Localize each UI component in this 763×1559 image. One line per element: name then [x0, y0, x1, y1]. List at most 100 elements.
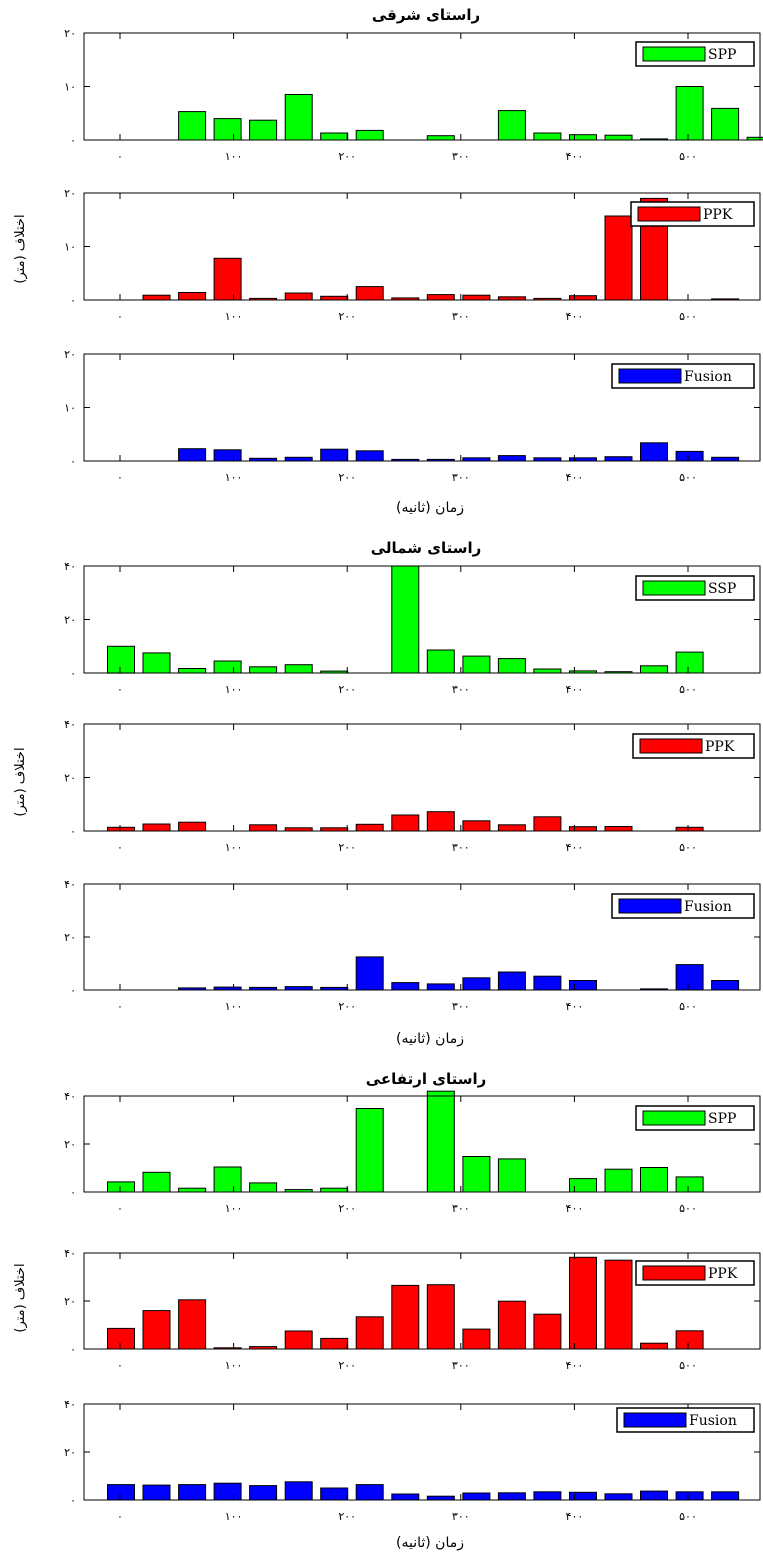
bar: [426, 1090, 455, 1193]
x-tick-label: ۱۰۰: [225, 471, 243, 484]
bar: [604, 215, 633, 301]
bar: [391, 565, 420, 674]
x-tick-label: ۱۰۰: [225, 150, 243, 163]
bar: [604, 1168, 633, 1193]
bar: [462, 820, 491, 832]
x-tick-label: ۰: [117, 1359, 123, 1372]
legend-label: SPP: [708, 1111, 736, 1127]
x-tick-label: ۴۰۰: [566, 841, 584, 854]
bar: [142, 652, 171, 674]
x-tick-label: ۴۰۰: [566, 1202, 584, 1215]
y-tick-label: ۲۰: [64, 187, 76, 200]
legend-swatch: [642, 1265, 706, 1281]
bar: [497, 658, 526, 674]
x-tick-label: ۰: [117, 310, 123, 323]
bar: [711, 107, 740, 141]
x-tick-label: ۵۰۰: [679, 1000, 697, 1013]
bar: [426, 135, 455, 141]
bar: [533, 1491, 562, 1501]
bar: [320, 1187, 349, 1193]
bar: [142, 1171, 171, 1193]
bar: [426, 983, 455, 991]
y-tick-label: ۲۰: [64, 1138, 76, 1151]
legend: PPK: [635, 1260, 755, 1286]
legend-label: Fusion: [684, 369, 732, 385]
bar: [142, 1310, 171, 1350]
x-tick-label: ۳۰۰: [452, 683, 470, 696]
bar: [569, 980, 597, 991]
bar: [284, 664, 313, 674]
y-tick-label: ۲۰: [64, 348, 76, 361]
bar: [249, 824, 278, 832]
bar: [426, 294, 455, 301]
bar: [711, 1491, 740, 1501]
x-tick-label: ۴۰۰: [566, 150, 584, 163]
y-tick-label: ۰: [70, 667, 76, 680]
x-tick-label: ۵۰۰: [679, 841, 697, 854]
bar: [640, 1342, 668, 1350]
bar: [426, 649, 455, 674]
x-tick-label: ۵۰۰: [679, 683, 697, 696]
x-tick-label: ۳۰۰: [452, 471, 470, 484]
legend-label: Fusion: [684, 899, 732, 915]
bar: [497, 824, 526, 832]
y-tick-label: ۲۰: [64, 1446, 76, 1459]
bar: [675, 964, 704, 991]
bar: [355, 129, 384, 141]
x-tick-label: ۱۰۰: [225, 841, 243, 854]
x-tick-label: ۳۰۰: [452, 1510, 470, 1523]
bar: [391, 814, 420, 832]
bar: [178, 448, 207, 462]
x-tick-label: ۴۰۰: [566, 1000, 584, 1013]
y-tick-label: ۰: [70, 1494, 76, 1507]
x-tick-label: ۴۰۰: [566, 1510, 584, 1523]
y-tick-label: ۴۰: [64, 1090, 76, 1103]
bar: [462, 977, 491, 991]
bar: [426, 1495, 455, 1501]
x-tick-label: ۱۰۰: [225, 1359, 243, 1372]
bar: [675, 651, 704, 674]
bar: [107, 645, 135, 674]
bar: [284, 94, 313, 141]
x-tick-label: ۳۰۰: [452, 150, 470, 163]
bar: [604, 134, 633, 141]
bar: [320, 132, 349, 141]
x-tick-label: ۳۰۰: [452, 1359, 470, 1372]
legend: Fusion: [611, 363, 755, 389]
y-tick-label: ۴۰: [64, 1247, 76, 1260]
bar: [284, 986, 313, 991]
bar: [426, 811, 455, 832]
bar: [178, 111, 207, 141]
x-tick-label: ۲۰۰: [338, 471, 356, 484]
bar: [284, 292, 313, 301]
legend-label: SPP: [708, 47, 736, 63]
legend-swatch: [642, 580, 706, 596]
x-tick-label: ۰: [117, 683, 123, 696]
x-tick-label: ۴۰۰: [566, 310, 584, 323]
x-tick-label: ۳۰۰: [452, 1000, 470, 1013]
legend-swatch: [618, 898, 682, 914]
bar: [569, 295, 597, 301]
bar: [569, 1491, 597, 1501]
x-tick-label: ۵۰۰: [679, 471, 697, 484]
bar: [426, 1284, 455, 1350]
x-tick-label: ۵۰۰: [679, 310, 697, 323]
x-tick-label: ۵۰۰: [679, 1359, 697, 1372]
bar: [533, 975, 562, 991]
x-tick-label: ۱۰۰: [225, 1202, 243, 1215]
y-tick-label: ۲۰: [64, 772, 76, 785]
x-tick-label: ۱۰۰: [225, 683, 243, 696]
x-tick-label: ۰: [117, 471, 123, 484]
x-tick-label: ۲۰۰: [338, 1510, 356, 1523]
bar: [675, 1176, 704, 1193]
bar: [569, 134, 597, 141]
y-tick-label: ۰: [70, 1186, 76, 1199]
y-tick-label: ۰: [70, 455, 76, 468]
bar: [355, 1484, 384, 1501]
x-tick-label: ۵۰۰: [679, 150, 697, 163]
bar: [355, 286, 384, 301]
bar: [142, 1484, 171, 1501]
